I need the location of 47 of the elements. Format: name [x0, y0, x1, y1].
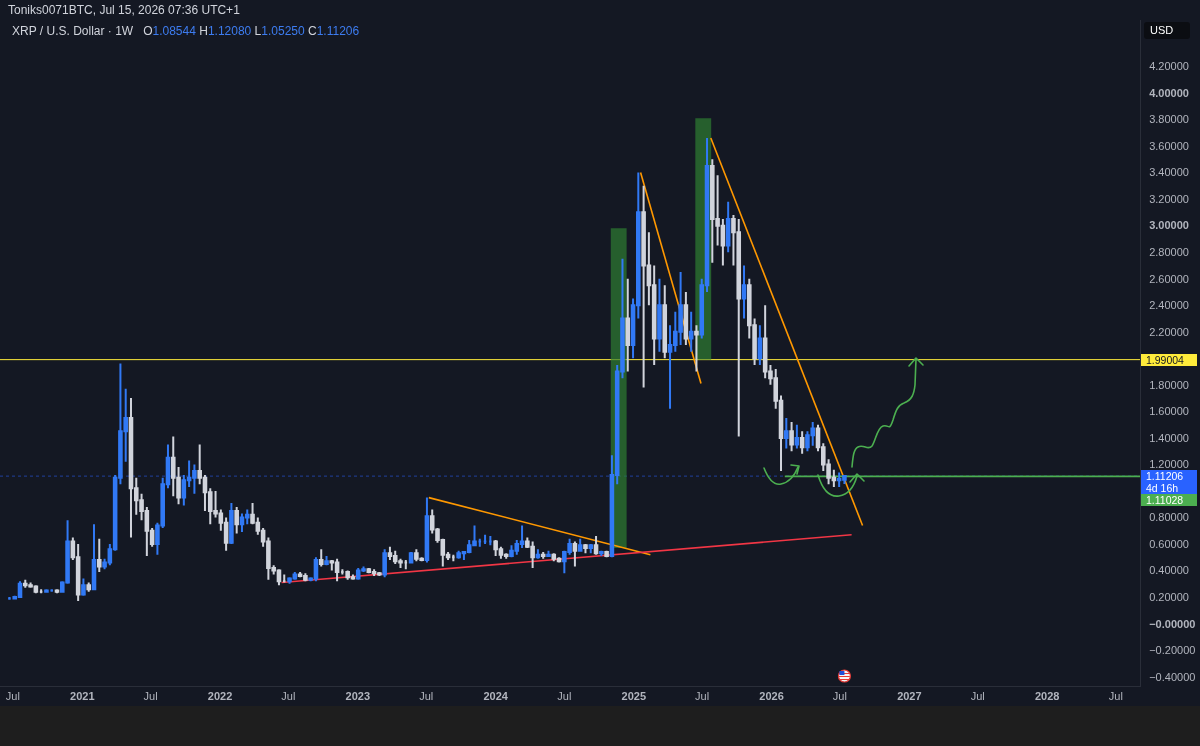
y-tick-label: 1.20000	[1149, 458, 1189, 471]
y-tick-label: 1.60000	[1149, 405, 1189, 418]
y-tick-label: 3.20000	[1149, 192, 1189, 205]
x-tick-label: 2022	[207, 690, 233, 703]
x-tick-label: 2021	[70, 690, 95, 703]
y-tick-label: 2.60000	[1149, 272, 1189, 285]
y-tick-label: 4.00000	[1149, 86, 1189, 99]
y-tick-label: 2.20000	[1149, 325, 1189, 338]
x-tick-label: 2023	[345, 690, 371, 703]
y-tick-label: 0.80000	[1149, 511, 1189, 524]
x-tick-label: Jul	[419, 690, 434, 703]
y-tick-label: −0.20000	[1149, 644, 1196, 657]
chart-title: XRP / U.S. Dollar · 1W	[12, 24, 134, 38]
y-tick-label: 1.40000	[1149, 431, 1189, 444]
x-tick-label: Jul	[970, 690, 985, 703]
y-tick-label: 3.00000	[1149, 219, 1189, 232]
y-tick-label: 4.20000	[1149, 60, 1189, 73]
y-axis-title: USD	[1144, 22, 1190, 39]
y-tick-label: 1.80000	[1149, 378, 1189, 391]
x-tick-label: Jul	[281, 690, 296, 703]
x-tick-label: Jul	[5, 690, 20, 703]
y-tick-label: 0.40000	[1149, 564, 1189, 577]
ref-line-label: 1.11206	[1141, 470, 1197, 483]
text: Toniks0071BTC, Jul 15, 2026 07:36 UTC+1	[8, 3, 240, 18]
ref-line-label: 1.99004	[1141, 353, 1197, 366]
x-tick-label: Jul	[1108, 690, 1123, 703]
y-tick-label: 0.60000	[1149, 537, 1189, 550]
y-tick-label: 3.40000	[1149, 166, 1189, 179]
y-tick-label: 2.40000	[1149, 299, 1189, 312]
x-tick-label: 2026	[759, 690, 784, 703]
x-tick-label: 2025	[621, 690, 647, 703]
y-tick-label: −0.00000	[1149, 617, 1196, 630]
annotation: 1.11028	[1141, 494, 1197, 507]
y-tick-label: 3.60000	[1149, 139, 1189, 152]
y-tick-label: 0.20000	[1149, 590, 1189, 603]
y-tick-label: 2.80000	[1149, 246, 1189, 259]
text: 4d 16h	[1141, 482, 1197, 495]
chart-subtitle: O1.08544 H1.12080 L1.05250 C1.11206	[143, 24, 360, 38]
y-tick-label: 3.80000	[1149, 113, 1189, 126]
y-tick-label: −0.40000	[1149, 670, 1196, 683]
x-tick-label: 2028	[1034, 690, 1060, 703]
x-tick-label: 2024	[483, 690, 509, 703]
x-tick-label: Jul	[143, 690, 158, 703]
x-tick-label: Jul	[695, 690, 710, 703]
x-tick-label: Jul	[832, 690, 847, 703]
x-tick-label: 2027	[897, 690, 922, 703]
x-tick-label: Jul	[557, 690, 572, 703]
